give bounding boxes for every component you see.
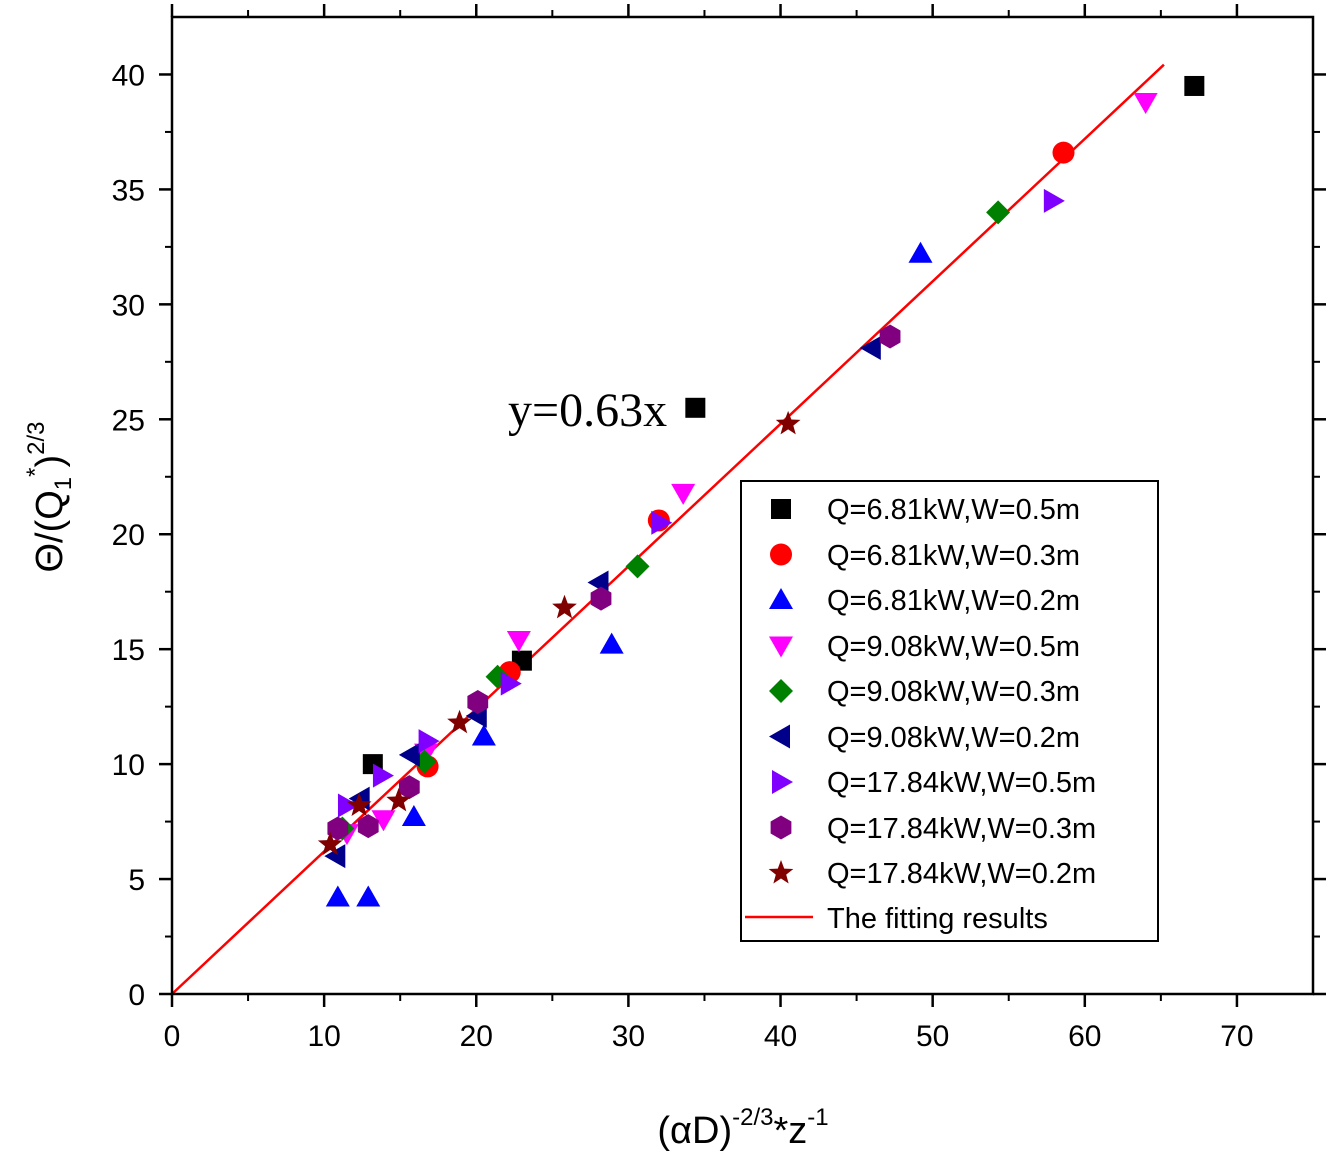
data-point-2-0	[325, 885, 350, 907]
series-8	[317, 410, 801, 856]
legend-marker-0	[771, 499, 791, 519]
legend-label-4: Q=9.08kW,W=0.3m	[827, 676, 1080, 708]
x-tick-label-2: 20	[460, 1020, 493, 1053]
data-point-7-4	[590, 586, 612, 611]
legend-markers	[768, 499, 794, 884]
legend-marker-3	[769, 636, 793, 658]
data-point-1-3	[1052, 141, 1075, 164]
data-point-5-0	[324, 844, 346, 869]
x-tick-label-6: 60	[1068, 1020, 1101, 1053]
legend-marker-5	[769, 724, 790, 749]
y-tick-label-4: 20	[112, 519, 145, 552]
x-tick-label-3: 30	[612, 1020, 645, 1053]
y-tick-label-8: 40	[112, 59, 145, 92]
y-tick-label-2: 10	[112, 749, 145, 782]
y-axis-title-star: *	[22, 468, 49, 477]
series-6	[337, 188, 1065, 818]
series-2	[325, 241, 933, 907]
data-point-8-3	[447, 709, 472, 734]
data-point-2-5	[908, 241, 933, 263]
legend-label-7: Q=17.84kW,W=0.3m	[827, 813, 1096, 845]
y-tick-label-5: 25	[112, 404, 145, 437]
data-point-6-2	[418, 729, 440, 754]
data-point-5-2	[398, 742, 420, 767]
data-point-6-4	[651, 510, 673, 535]
x-tick-label-1: 10	[307, 1020, 340, 1053]
legend-label-5: Q=9.08kW,W=0.2m	[827, 722, 1080, 754]
data-point-8-5	[775, 410, 801, 435]
x-tick-label-4: 40	[764, 1020, 797, 1053]
legend-label-8: Q=17.84kW,W=0.2m	[827, 858, 1096, 890]
legend-label-0: Q=6.81kW,W=0.5m	[827, 494, 1080, 526]
legend-marker-4	[769, 679, 793, 703]
annotation-equation: y=0.63x	[508, 384, 667, 437]
data-point-0-3	[1184, 75, 1205, 96]
y-axis-title-close: )	[29, 455, 71, 468]
legend-marker-2	[769, 588, 793, 609]
x-tick-label-5: 50	[916, 1020, 949, 1053]
legend-marker-1	[770, 543, 792, 566]
plot-frame	[170, 15, 1315, 996]
legend-label-3: Q=9.08kW,W=0.5m	[827, 631, 1080, 663]
y-axis-title-base: Θ/(Q	[29, 490, 71, 572]
y-tick-label-1: 5	[128, 864, 145, 897]
data-point-2-2	[401, 804, 426, 826]
x-tick-label-7: 70	[1220, 1020, 1253, 1053]
legend-label-2: Q=6.81kW,W=0.2m	[827, 585, 1080, 617]
data-point-4-3	[625, 554, 650, 579]
data-point-2-4	[599, 632, 624, 654]
series-7	[327, 324, 901, 841]
legend-label-1: Q=6.81kW,W=0.3m	[827, 540, 1080, 572]
y-tick-label-6: 30	[112, 289, 145, 322]
data-point-3-4	[671, 483, 696, 505]
x-tick-label-0: 0	[164, 1020, 181, 1053]
legend: Q=6.81kW,W=0.5m Q=6.81kW,W=0.3m Q=6.81kW…	[740, 480, 1159, 942]
data-point-8-1	[346, 792, 372, 817]
x-axis-title-exp2: -1	[807, 1104, 828, 1131]
y-tick-label-3: 15	[112, 634, 145, 667]
x-axis-title-mid: *z	[773, 1110, 807, 1152]
data-point-6-5	[1043, 188, 1065, 213]
data-point-3-3	[506, 630, 531, 652]
data-point-6-3	[500, 671, 522, 696]
data-point-5-5	[859, 336, 881, 361]
data-point-7-0	[327, 816, 349, 841]
y-tick-label-7: 35	[112, 174, 145, 207]
legend-box	[740, 480, 1159, 942]
data-point-7-5	[879, 324, 901, 349]
data-point-3-1	[371, 810, 396, 832]
data-point-2-3	[471, 724, 496, 746]
legend-marker-8	[768, 860, 794, 884]
data-point-7-1	[357, 814, 379, 839]
data-points	[317, 75, 1205, 907]
data-point-8-4	[552, 594, 577, 619]
y-tick-label-0: 0	[128, 979, 145, 1012]
data-point-7-2	[398, 775, 420, 800]
data-point-2-1	[356, 885, 381, 907]
data-point-7-3	[467, 690, 489, 715]
y-axis-title-exp: 2/3	[23, 421, 50, 454]
axis-ticks: 0 10 20 30 40 50 60 70 0 5 10 15 20 25 30 35 40	[112, 4, 1326, 1053]
data-point-6-1	[372, 763, 394, 788]
y-axis-title: Θ/(Q1*)2/3	[22, 421, 77, 572]
data-point-4-4	[986, 200, 1011, 225]
x-axis-title: (αD)-2/3*z-1	[657, 1104, 828, 1152]
data-point-8-2	[386, 787, 412, 812]
data-point-8-0	[317, 831, 343, 856]
y-axis-title-sub: 1	[50, 477, 77, 490]
legend-marker-7	[770, 815, 792, 840]
legend-label-6: Q=17.84kW,W=0.5m	[827, 767, 1096, 799]
legend-marker-6	[772, 770, 793, 794]
data-point-6-0	[337, 793, 359, 818]
legend-label-fit: The fitting results	[827, 903, 1048, 935]
x-axis-title-base: (αD)	[657, 1110, 732, 1152]
x-axis-title-exp1: -2/3	[732, 1104, 773, 1131]
data-point-3-5	[1133, 93, 1158, 115]
data-point-0-2	[685, 397, 706, 418]
